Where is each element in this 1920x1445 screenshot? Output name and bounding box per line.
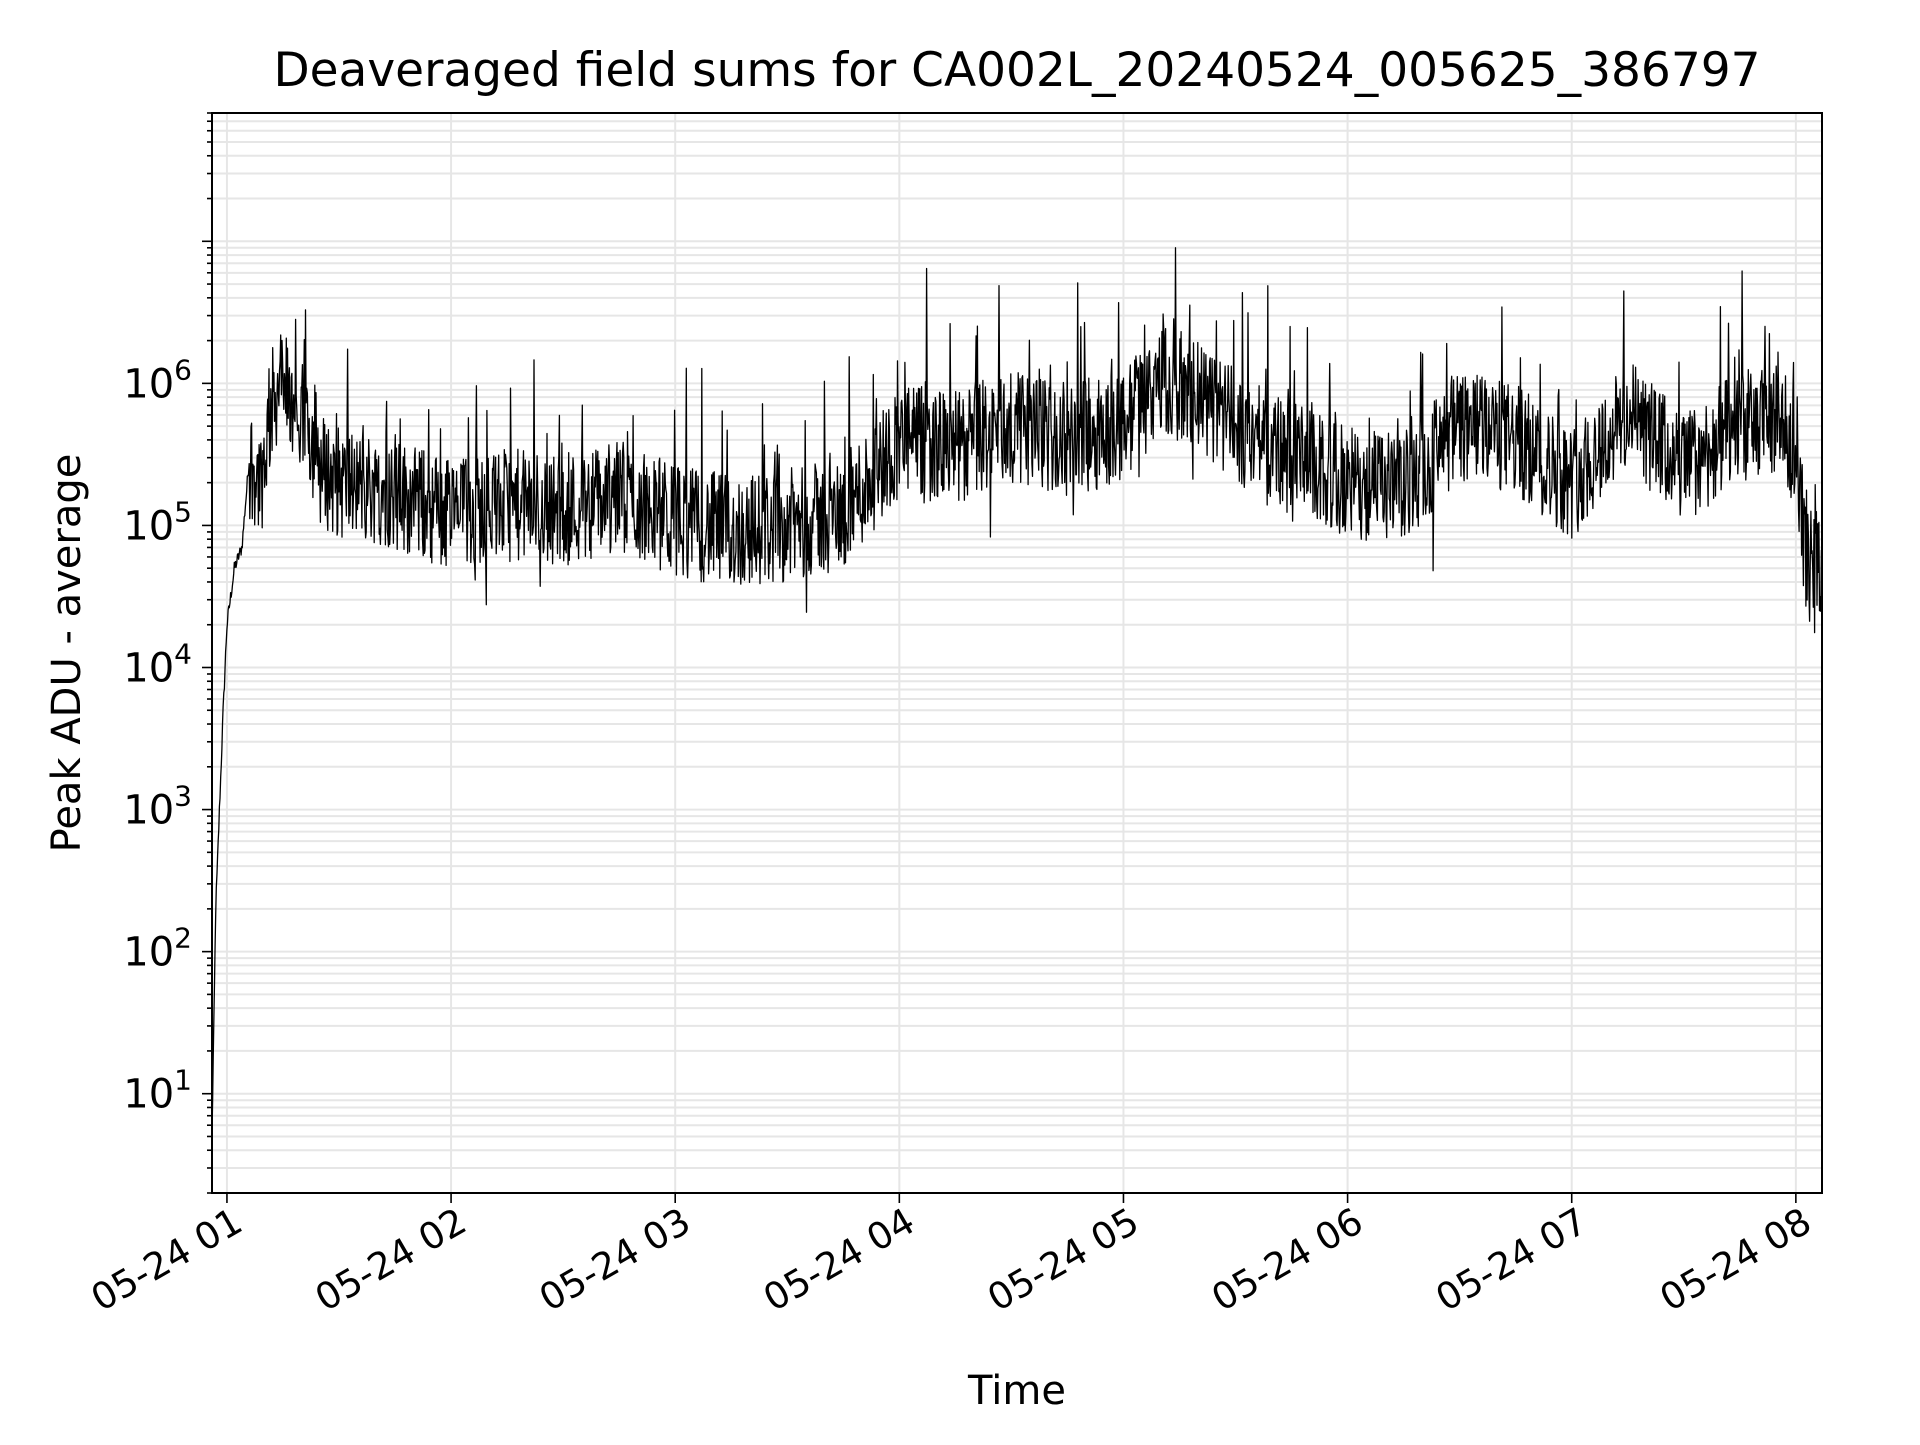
- x-tick-label: 05-24 02: [308, 1200, 474, 1320]
- x-tick-label: 05-24 06: [1205, 1200, 1371, 1320]
- x-tick-label: 05-24 08: [1653, 1200, 1819, 1320]
- plot-frame: [211, 112, 1823, 1194]
- x-tick-label: 05-24 04: [756, 1200, 922, 1320]
- y-tick-label: 103: [123, 780, 192, 834]
- y-tick-label: 106: [123, 353, 192, 407]
- tick-layer: 101 102 103 104 105 106 05-24 01 05-24 02 05-24 …: [84, 112, 1819, 1320]
- grid-layer: [212, 112, 1822, 1194]
- y-tick-label: 102: [123, 922, 192, 976]
- y-tick-label: 105: [123, 495, 192, 549]
- y-tick-label: 101: [123, 1064, 192, 1118]
- x-axis-label: Time: [967, 1368, 1066, 1414]
- x-tick-label: 05-24 05: [980, 1200, 1146, 1320]
- x-tick-label: 05-24 03: [532, 1200, 698, 1320]
- y-tick-label: 104: [123, 637, 192, 691]
- x-tick-label: 05-24 01: [84, 1200, 250, 1320]
- y-axis-label: Peak ADU - average: [44, 454, 90, 853]
- x-tick-label: 05-24 07: [1429, 1200, 1595, 1320]
- chart-title: Deaveraged field sums for CA002L_2024052…: [273, 43, 1760, 98]
- data-series-line: [211, 247, 1823, 1135]
- line-layer: [211, 247, 1823, 1135]
